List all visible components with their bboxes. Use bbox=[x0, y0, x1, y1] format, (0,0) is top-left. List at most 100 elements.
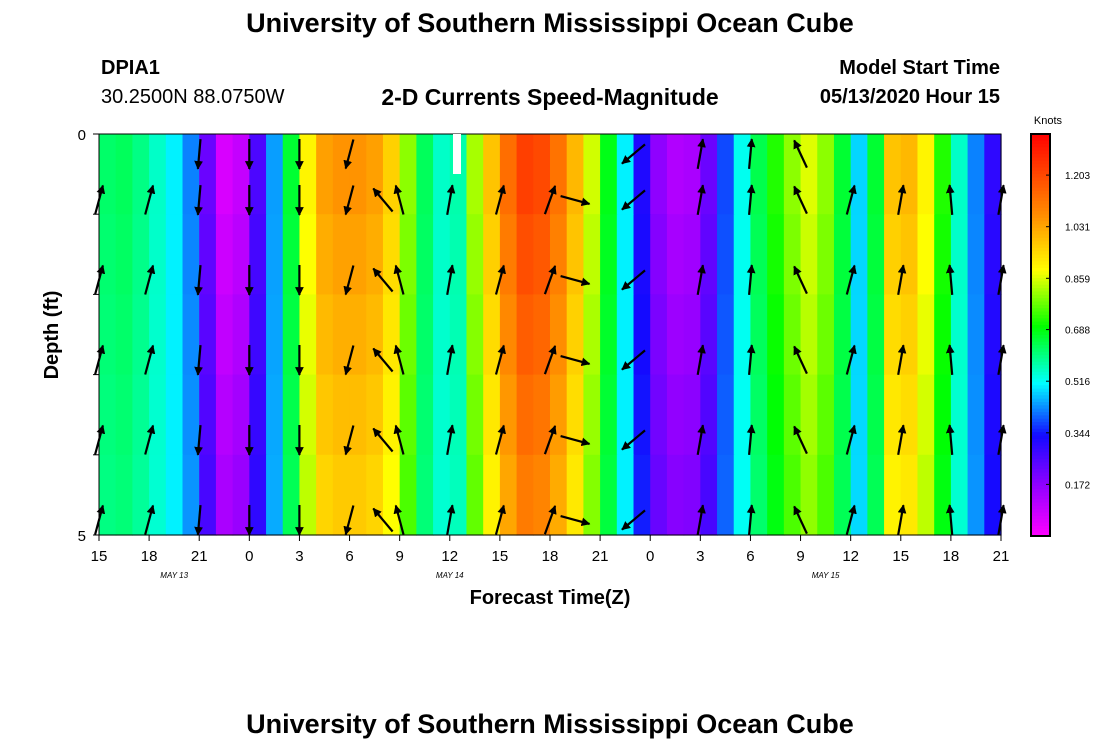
y-axis-title: Depth (ft) bbox=[41, 291, 63, 380]
current-vector-arrow bbox=[746, 184, 756, 215]
heatmap-cell bbox=[516, 454, 534, 536]
colorbar-segment bbox=[1031, 211, 1050, 215]
y-tick-label: 5 bbox=[78, 528, 86, 545]
colorbar-tick-label: 0.516 bbox=[1065, 377, 1090, 388]
colorbar-segment bbox=[1031, 221, 1050, 226]
heatmap-cell bbox=[867, 454, 885, 536]
colorbar-segment bbox=[1031, 428, 1050, 433]
date-label: MAY 13 bbox=[160, 571, 188, 580]
colorbar-segment bbox=[1031, 324, 1050, 329]
heatmap-cell bbox=[767, 294, 785, 376]
heatmap-cell bbox=[666, 134, 685, 215]
colorbar-segment bbox=[1031, 241, 1050, 246]
heatmap-cell bbox=[232, 454, 250, 536]
y-axis: 05 bbox=[78, 127, 99, 545]
heatmap-cell bbox=[332, 294, 351, 376]
heatmap-cell bbox=[733, 454, 752, 536]
heatmap-cell bbox=[165, 134, 184, 215]
current-vector-arrow bbox=[793, 425, 808, 455]
heatmap-cell bbox=[884, 214, 902, 295]
missing-data-marker bbox=[453, 134, 461, 174]
colorbar-segment bbox=[1031, 234, 1050, 239]
colorbar-segment bbox=[1031, 164, 1050, 169]
heatmap-cell bbox=[984, 294, 1002, 376]
current-vector-arrow bbox=[494, 424, 506, 455]
x-tick-label: 12 bbox=[441, 548, 458, 565]
heatmap-cell bbox=[165, 214, 184, 295]
colorbar-segment bbox=[1031, 321, 1050, 326]
colorbar-segment bbox=[1031, 502, 1050, 507]
x-tick-label: 15 bbox=[91, 548, 108, 565]
date-label: MAY 15 bbox=[812, 571, 840, 580]
heatmap-cell bbox=[633, 294, 651, 376]
heatmap-cell bbox=[199, 454, 217, 536]
heatmap-cell bbox=[850, 214, 868, 295]
y-tick-label: 0 bbox=[78, 127, 86, 144]
heatmap-cell bbox=[349, 214, 367, 295]
heatmap-cell bbox=[466, 454, 484, 536]
colorbar-segment bbox=[1031, 308, 1050, 313]
colorbar-segment bbox=[1031, 412, 1050, 416]
colorbar-segment bbox=[1031, 247, 1050, 252]
heatmap-cell bbox=[633, 374, 651, 456]
colorbar-segment bbox=[1031, 301, 1050, 306]
heatmap-cell bbox=[733, 214, 752, 295]
colorbar-segment bbox=[1031, 371, 1050, 376]
heatmap-cell bbox=[499, 134, 518, 215]
heatmap-cell bbox=[382, 214, 401, 295]
heatmap-cell bbox=[499, 294, 518, 376]
heatmap-cell bbox=[666, 214, 685, 295]
heatmap-cell bbox=[132, 134, 150, 215]
colorbar-segment bbox=[1031, 375, 1050, 380]
colorbar-segment bbox=[1031, 184, 1050, 189]
current-vector-arrow bbox=[194, 505, 203, 536]
heatmap-cell bbox=[800, 294, 818, 376]
x-tick-label: 0 bbox=[646, 548, 654, 565]
current-vector-arrow bbox=[621, 429, 646, 451]
heatmap-cell bbox=[149, 454, 167, 536]
colorbar-segment bbox=[1031, 492, 1050, 497]
heatmap-cell bbox=[349, 294, 367, 376]
heatmap-cell bbox=[115, 454, 133, 536]
heatmap-cell bbox=[650, 454, 668, 536]
heatmap-cell bbox=[550, 134, 568, 215]
heatmap-cell bbox=[165, 374, 184, 456]
colorbar-segment bbox=[1031, 499, 1050, 504]
heatmap-cell bbox=[733, 294, 752, 376]
heatmap-cell bbox=[215, 214, 234, 295]
heatmap-cell bbox=[967, 134, 985, 215]
current-vector-arrow bbox=[494, 264, 506, 295]
heatmap-cell bbox=[884, 294, 902, 376]
colorbar-segment bbox=[1031, 160, 1050, 165]
current-vector-arrow bbox=[621, 509, 646, 531]
heatmap-cell bbox=[232, 374, 250, 456]
colorbar-segment bbox=[1031, 311, 1050, 316]
heatmap-cell bbox=[199, 214, 217, 295]
current-vector-arrow bbox=[343, 345, 355, 376]
heatmap-cell bbox=[249, 454, 267, 536]
colorbar-tick-label: 0.859 bbox=[1065, 274, 1090, 285]
heatmap-cell bbox=[449, 294, 468, 376]
heatmap-cell bbox=[767, 214, 785, 295]
colorbar-segment bbox=[1031, 170, 1050, 175]
heatmap-cell bbox=[934, 294, 952, 376]
heatmap-cell bbox=[182, 214, 200, 295]
current-vector-arrow bbox=[194, 185, 203, 216]
x-tick-label: 21 bbox=[592, 548, 609, 565]
colorbar-segment bbox=[1031, 509, 1050, 514]
current-vector-arrow bbox=[446, 424, 456, 455]
colorbar-segment bbox=[1031, 529, 1050, 534]
heatmap-cell bbox=[950, 374, 969, 456]
heatmap-cell bbox=[566, 454, 584, 536]
heatmap-cell bbox=[884, 134, 902, 215]
colorbar-segment bbox=[1031, 147, 1050, 152]
model-start-time: 05/13/2020 Hour 15 bbox=[819, 86, 1000, 108]
current-vector-arrow bbox=[560, 435, 591, 447]
heatmap-cell bbox=[717, 134, 735, 215]
heatmap-cell bbox=[332, 374, 351, 456]
heatmap-cell bbox=[600, 214, 618, 295]
current-vector-arrow bbox=[543, 505, 557, 535]
x-tick-label: 6 bbox=[746, 548, 754, 565]
heatmap-cell bbox=[149, 214, 167, 295]
heatmap-cell bbox=[132, 294, 150, 376]
